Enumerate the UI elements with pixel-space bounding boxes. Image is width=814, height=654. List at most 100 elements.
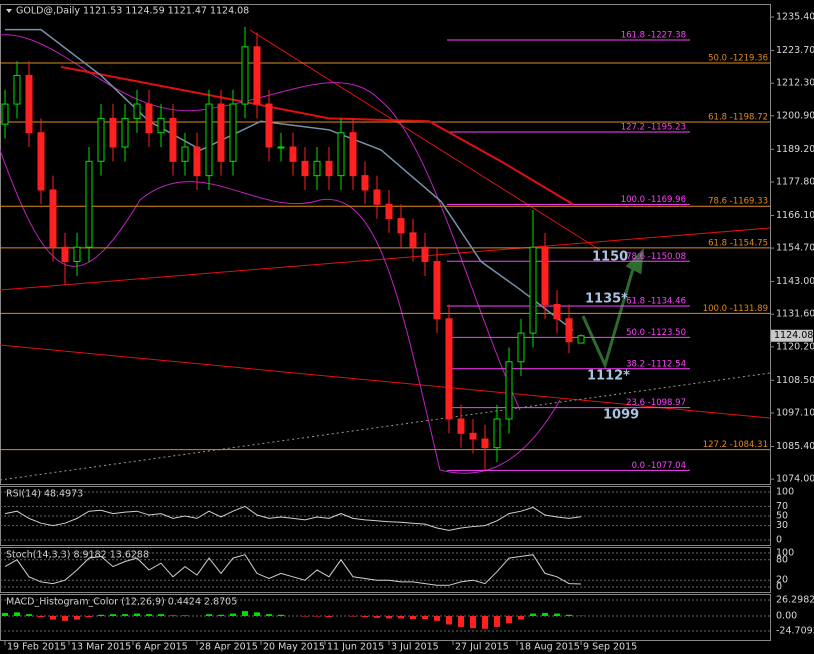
band-upper — [0, 34, 521, 411]
candle-body — [49, 189, 57, 248]
y-tick-label: 1177.80 — [776, 176, 814, 187]
histogram-bar — [566, 614, 572, 616]
y-tick-label: 1200.90 — [776, 110, 814, 121]
candle-body — [421, 246, 429, 263]
x-tick-label: 11 Jun 2015 — [327, 642, 384, 653]
x-tick-label: 28 Apr 2015 — [199, 642, 258, 653]
fib-label: 38.2 -1112.54 — [626, 359, 686, 369]
histogram-bar — [50, 615, 56, 620]
histogram-bar — [206, 614, 212, 616]
candle-body — [73, 246, 81, 263]
y-tick-label: 1189.20 — [776, 144, 814, 155]
histogram-bar — [542, 612, 548, 616]
histogram-bar — [446, 615, 452, 625]
histogram-bar — [458, 615, 464, 627]
candle-body — [157, 117, 165, 134]
y-tick-label: 1120.20 — [776, 341, 814, 352]
menu-triangle — [6, 9, 12, 13]
histogram-bar — [470, 615, 476, 629]
last-price-box — [771, 329, 813, 342]
annotation: 1112* — [587, 369, 630, 384]
panel-label: MACD_Histogram_Color (12,26,9) 0.4424 2.… — [6, 597, 237, 608]
y-tick-label: 1143.00 — [776, 276, 814, 287]
fib-label: 127.2 -1195.23 — [621, 123, 686, 133]
histogram-bar — [158, 614, 164, 616]
candle-body — [109, 117, 117, 148]
fib-label: 23.6 -1098.97 — [626, 398, 686, 408]
candle-body — [505, 361, 513, 420]
histogram-bar — [134, 613, 140, 616]
candle-body — [301, 160, 309, 177]
histogram-bar — [218, 614, 224, 616]
fib-label: 61.8 -1134.46 — [626, 297, 686, 307]
panel-tick-label: 0 — [776, 535, 782, 546]
level-label: 61.8 -1154.75 — [708, 238, 768, 248]
fib-label: 50.0 -1123.50 — [626, 328, 686, 338]
candle-body — [265, 103, 273, 148]
x-tick-label: 20 May 2015 — [263, 642, 325, 653]
fib-label: 0.0 -1077.04 — [632, 461, 686, 471]
trend-line — [249, 29, 601, 251]
candle-body — [349, 132, 357, 177]
last-price-label: 1124.08 — [774, 330, 813, 341]
candle-body — [241, 46, 249, 105]
chart-title: GOLD@,Daily 1121.53 1124.59 1121.47 1124… — [16, 6, 249, 17]
histogram-bar — [146, 614, 152, 616]
histogram-bar — [374, 615, 380, 618]
level-label: 78.6 -1169.33 — [708, 197, 768, 207]
candle-body — [385, 203, 393, 220]
candle-body — [289, 146, 297, 162]
histogram-bar — [314, 615, 320, 617]
histogram-bar — [302, 615, 308, 617]
candle-body — [433, 261, 441, 320]
histogram-bar — [506, 615, 512, 624]
histogram-bar — [110, 614, 116, 616]
candle-body — [85, 160, 93, 248]
projection-arrow — [581, 247, 644, 370]
histogram-bar — [530, 613, 536, 616]
y-tick-label: 1074.00 — [776, 474, 814, 485]
level-label: 100.0 -1131.89 — [703, 304, 768, 314]
histogram-bar — [86, 615, 92, 618]
x-tick-label: 18 Aug 2015 — [519, 642, 580, 653]
panel-tick-label: 100 — [776, 547, 794, 558]
annotation: 1135* — [585, 292, 628, 307]
candle-body — [325, 160, 333, 177]
candle-body — [313, 160, 321, 177]
x-tick-label: 13 Mar 2015 — [71, 642, 131, 653]
y-tick-label: 1108.50 — [776, 375, 814, 386]
panel-tick-label: 70 — [776, 501, 788, 512]
candle-body — [517, 332, 525, 363]
histogram-bar — [278, 614, 284, 616]
panel-label: RSI(14) 48.4973 — [6, 489, 83, 500]
candle-body — [13, 74, 21, 105]
histogram-bar — [410, 615, 416, 620]
x-tick-label: 9 Sep 2015 — [583, 642, 637, 653]
panel-tick-label: 0 — [776, 582, 782, 593]
candle-body — [481, 438, 489, 449]
histogram-bar — [170, 615, 176, 616]
histogram-bar — [386, 615, 392, 619]
arrow-path — [581, 261, 637, 370]
y-tick-label: 1166.10 — [776, 210, 814, 221]
y-tick-label: 1131.60 — [776, 309, 814, 320]
candle-body — [181, 146, 189, 162]
panel-tick-label: 20 — [776, 575, 788, 586]
histogram-bar — [350, 615, 356, 617]
fib-label: 161.8 -1227.38 — [621, 30, 686, 40]
y-tick-label: 1085.40 — [776, 441, 814, 452]
annotation: 1099 — [603, 408, 639, 423]
histogram-bar — [2, 612, 8, 616]
histogram-bar — [62, 615, 68, 621]
histogram-bar — [362, 615, 368, 618]
x-tick-label: 6 Apr 2015 — [135, 642, 188, 653]
candle-body — [133, 103, 141, 119]
candle-body — [565, 318, 573, 343]
candle-body — [445, 318, 453, 420]
y-tick-label: 1223.70 — [776, 45, 814, 56]
histogram-bar — [482, 615, 488, 629]
y-tick-label: 1154.70 — [776, 243, 814, 254]
candle-body — [361, 175, 369, 191]
